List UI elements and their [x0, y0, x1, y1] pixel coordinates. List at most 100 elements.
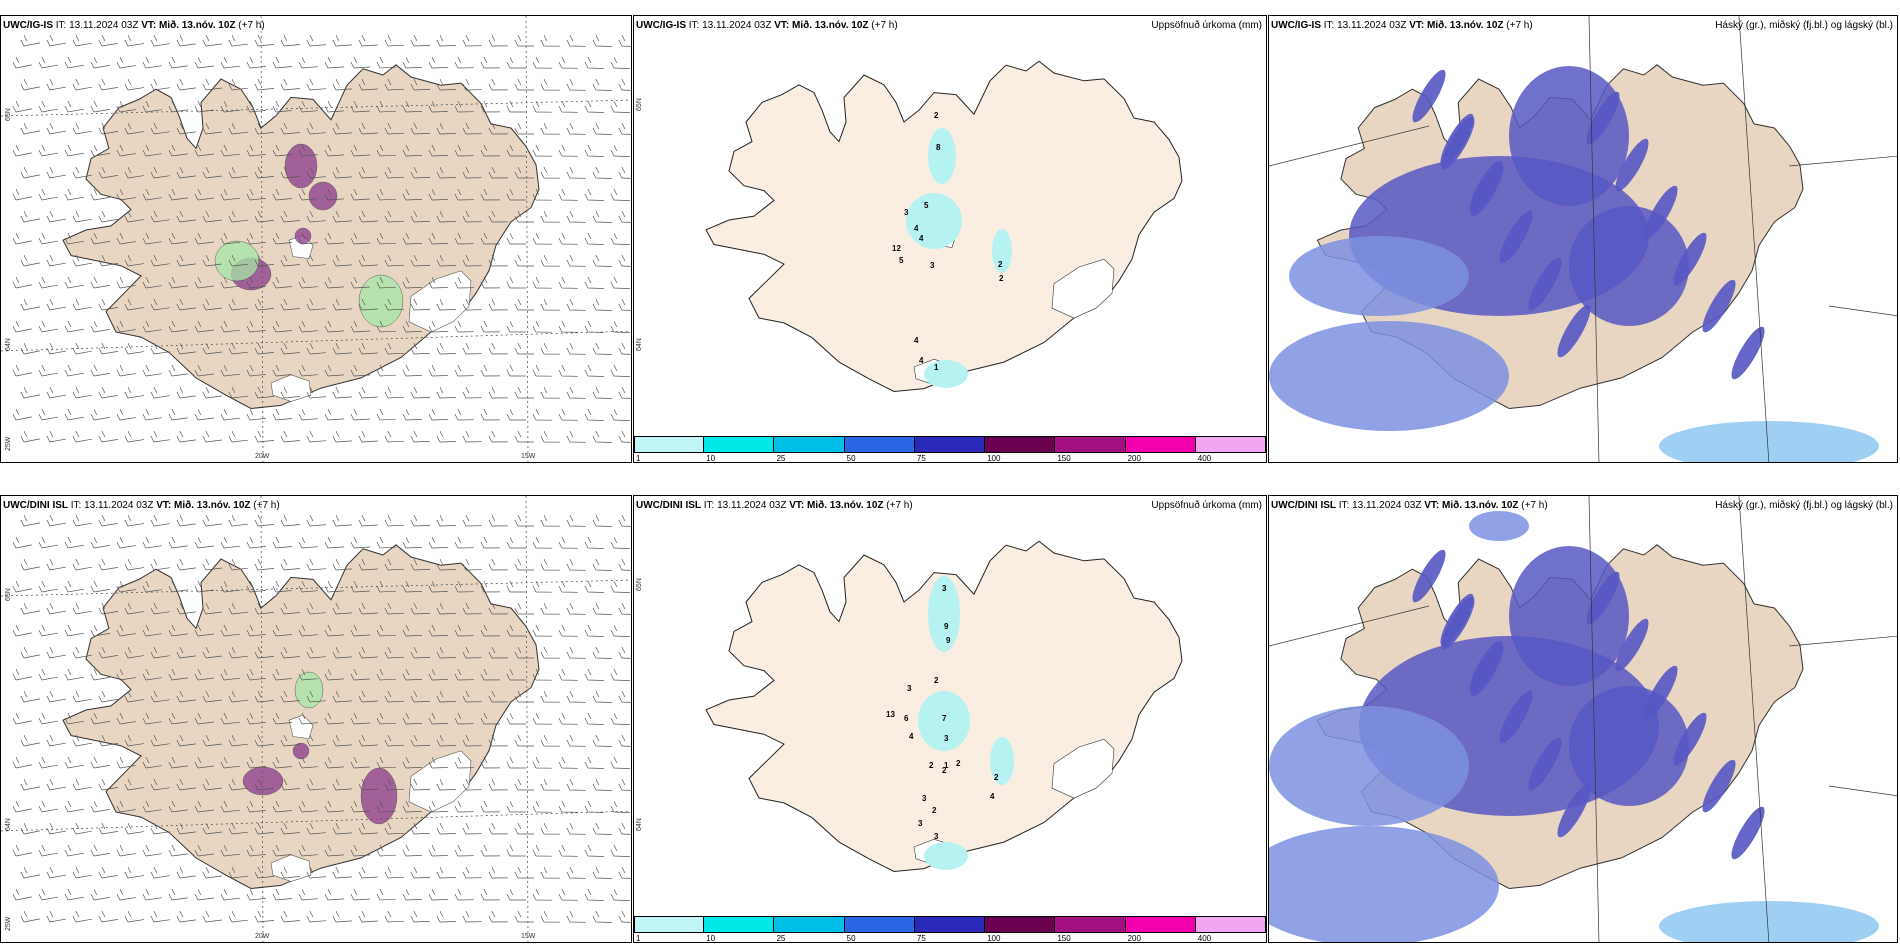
- cloud-streak: [1702, 759, 1736, 813]
- cloud-streak: [1528, 257, 1562, 311]
- parallel-line: [1, 579, 631, 597]
- precip-value-label: 2: [942, 766, 947, 775]
- header-it-label: IT:: [70, 500, 82, 511]
- cloud-streak: [1615, 618, 1649, 672]
- high-cloud-area: [1509, 546, 1629, 686]
- cloud-streak: [1731, 326, 1765, 380]
- lon-label-20w: 20W: [255, 933, 270, 940]
- precip-value-label: 2: [999, 274, 1004, 283]
- precip-value-label: 1: [934, 363, 939, 372]
- wind-barb-field: [12, 514, 631, 923]
- precip-colorbar: 1 10 25 50 75 100 150 200 400: [634, 436, 1266, 462]
- header-model: UWC/DINI ISL: [1271, 500, 1336, 511]
- cloud-streak: [1615, 138, 1649, 192]
- colorbar-swatch: [1055, 916, 1126, 933]
- header-it-label: IT:: [1323, 20, 1335, 31]
- precip-map-panel: UWC/IG-IS IT: 13.11.2024 03Z VT: Mið. 13…: [633, 15, 1267, 463]
- cloud-streak: [1702, 279, 1736, 333]
- precip-value-label: 4: [914, 336, 919, 345]
- header-vt-label: VT:: [774, 20, 790, 31]
- cloud-streak: [1731, 806, 1765, 860]
- precip-value-label: 4: [909, 732, 914, 741]
- graticule-line: [1738, 496, 1770, 942]
- precip-area-1-10mm: [932, 703, 952, 719]
- header-vt-label: VT:: [789, 500, 805, 511]
- lat-label: 25W: [5, 436, 12, 451]
- graticule-line: [1588, 16, 1600, 462]
- precip-area-1-10mm: [924, 360, 968, 388]
- colorbar-swatch: [985, 916, 1056, 933]
- precip-area-1-10mm: [928, 128, 956, 184]
- precip-value-label: 3: [904, 208, 909, 217]
- panel-title: Háský (gr.), miðský (fj.bl.) og lágský (…: [1715, 20, 1893, 31]
- graticule-line: [1828, 785, 1897, 797]
- vatnajokull-glacier: [408, 750, 472, 813]
- header-it-label: IT:: [55, 20, 67, 31]
- colorbar-tick-label: 400: [1197, 454, 1212, 463]
- wind-map-panel: UWC/DINI ISL IT: 13.11.2024 03Z VT: Mið.…: [0, 495, 632, 943]
- wind-map-svg: [1, 16, 631, 462]
- precip-map-panel: UWC/DINI ISL IT: 13.11.2024 03Z VT: Mið.…: [633, 495, 1267, 943]
- precip-patch-light: [358, 274, 404, 328]
- colorbar-tick-label: 1: [636, 934, 641, 943]
- lat-label: 64N: [5, 818, 12, 831]
- header-model: UWC/DINI ISL: [636, 500, 701, 511]
- colorbar-swatch: [914, 436, 986, 453]
- cloud-streak: [1528, 737, 1562, 791]
- cloud-streak: [1412, 69, 1446, 123]
- colorbar-tick-label: 400: [1197, 934, 1212, 943]
- colorbar-swatch: [985, 436, 1056, 453]
- header-lead: (+7 h): [238, 20, 265, 31]
- graticule-line: [1588, 496, 1600, 942]
- precip-value-label: 12: [892, 244, 901, 253]
- precip-value-label: 2: [932, 806, 937, 815]
- high-cloud-area: [1509, 66, 1629, 206]
- precip-patch-heavy: [242, 766, 284, 796]
- precip-value-label: 2: [929, 761, 934, 770]
- langjokull-glacier: [288, 714, 314, 739]
- colorbar-tick-label: 75: [916, 454, 926, 463]
- header-it-label: IT:: [1338, 500, 1350, 511]
- vatnajokull-glacier: [1051, 738, 1115, 799]
- colorbar-tick-label: 25: [776, 454, 786, 463]
- colorbar-swatch: [844, 436, 915, 453]
- header-it-value: 13.11.2024 03Z: [69, 20, 139, 31]
- cloud-streak: [1469, 160, 1503, 214]
- meridian-line: [525, 496, 529, 942]
- cloud-streak: [1499, 210, 1533, 264]
- header-vt-label: VT:: [1409, 20, 1425, 31]
- cloud-edge-area: [1659, 901, 1879, 942]
- high-cloud-area: [1569, 206, 1689, 326]
- precip-area-1-10mm: [928, 576, 960, 652]
- cloud-streak: [1557, 784, 1591, 838]
- panel-header: UWC/IG-IS IT: 13.11.2024 03Z VT: Mið. 13…: [1271, 20, 1533, 31]
- colorbar-tick-label: 25: [776, 934, 786, 943]
- precip-value-label: 8: [936, 143, 941, 152]
- precip-patch-heavy: [284, 143, 318, 189]
- lat-label: 25W: [5, 916, 12, 931]
- wind-barb-field: [12, 34, 631, 443]
- cloud-streak: [1586, 571, 1620, 625]
- precip-area-1-10mm: [992, 229, 1012, 273]
- meridian-line: [525, 16, 529, 462]
- panel-header: UWC/IG-IS IT: 13.11.2024 03Z VT: Mið. 13…: [636, 20, 898, 31]
- colorbar-frame: [634, 436, 1266, 453]
- cloud-streak: [1673, 232, 1707, 286]
- precip-value-label: 9: [944, 622, 949, 631]
- colorbar-swatch: [774, 436, 845, 453]
- precip-value-label: 2: [956, 759, 961, 768]
- panel-title: Uppsöfnuð úrkoma (mm): [1151, 20, 1262, 31]
- colorbar-tick-label: 150: [1057, 454, 1071, 463]
- colorbar-swatch: [1125, 436, 1196, 453]
- precip-value-label: 3: [930, 261, 935, 270]
- cloud-streak: [1469, 640, 1503, 694]
- colorbar-tick-label: 10: [706, 934, 716, 943]
- lat-label: 64N: [636, 818, 643, 831]
- cloud-streak: [1412, 549, 1446, 603]
- precip-value-label: 3: [918, 819, 923, 828]
- header-vt-label: VT:: [141, 20, 157, 31]
- colorbar-swatch: [774, 916, 845, 933]
- panel-header: UWC/DINI ISL IT: 13.11.2024 03Z VT: Mið.…: [1271, 500, 1548, 511]
- high-cloud-area: [1569, 686, 1689, 806]
- header-it-value: 13.11.2024 03Z: [717, 500, 787, 511]
